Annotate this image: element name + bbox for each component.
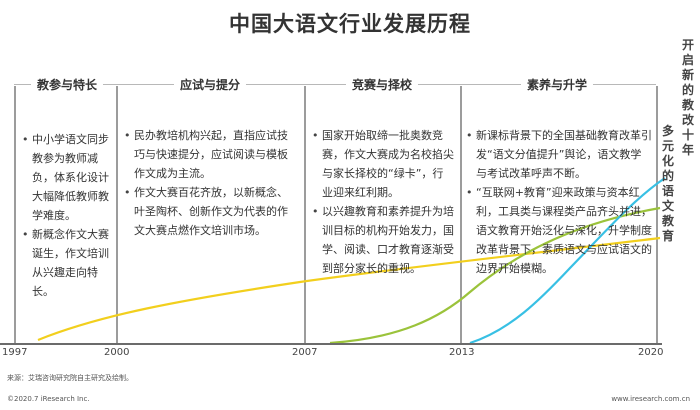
period-1-item-2: 新概念作文大赛诞生，作文培训从兴趣走向特长。 <box>22 225 110 301</box>
side-label-diversified: 多元化的语文教育 <box>661 124 674 243</box>
year-label-2013: 2013 <box>449 347 475 358</box>
period-2-text: 民办教培机构兴起，直指应试技巧与快速提分，应试阅读与模板作文成为主流。 作文大赛… <box>124 126 298 240</box>
period-title-4: 素养与升学 <box>520 76 594 94</box>
period-1-text: 中小学语文同步教参为教师减负，体系化设计大幅降低教师教学难度。 新概念作文大赛诞… <box>22 130 110 301</box>
period-column-1 <box>14 86 118 343</box>
period-3-item-2: 以兴趣教育和素养提升为培训目标的机构开始发力，国学、阅读、口才教育逐渐受到部分家… <box>312 202 454 278</box>
timeline-axis <box>0 343 662 345</box>
timeline-header-line <box>14 84 656 85</box>
period-1-item-1: 中小学语文同步教参为教师减负，体系化设计大幅降低教师教学难度。 <box>22 130 110 225</box>
year-label-1997: 1997 <box>2 347 28 358</box>
period-4-item-2: “互联网+教育”迎来政策与资本红利，工具类与课程类产品齐头并进，语文教育开始泛化… <box>466 183 652 278</box>
period-column-3 <box>304 86 462 343</box>
year-label-2000: 2000 <box>104 347 130 358</box>
year-label-2007: 2007 <box>292 347 318 358</box>
year-label-2020: 2020 <box>638 347 664 358</box>
period-3-item-1: 国家开始取缔一批奥数竞赛，作文大赛成为名校掐尖与家长择校的“绿卡”，行业迎来红利… <box>312 126 454 202</box>
period-4-item-1: 新课标背景下的全国基础教育改革引发“语文分值提升”舆论，语文教学与考试改革呼声不… <box>466 126 652 183</box>
period-title-2: 应试与提分 <box>173 76 247 94</box>
side-label-new-decade: 开启新的教改十年 <box>681 38 694 157</box>
page-title: 中国大语文行业发展历程 <box>229 12 471 36</box>
website-url: www.iresearch.com.cn <box>611 395 690 403</box>
period-2-item-1: 民办教培机构兴起，直指应试技巧与快速提分，应试阅读与模板作文成为主流。 <box>124 126 298 183</box>
period-2-item-2: 作文大赛百花齐放，以新概念、叶圣陶杯、创新作文为代表的作文大赛点燃作文培训市场。 <box>124 183 298 240</box>
period-4-text: 新课标背景下的全国基础教育改革引发“语文分值提升”舆论，语文教学与考试改革呼声不… <box>466 126 652 278</box>
period-column-2 <box>116 86 306 343</box>
period-title-3: 竞赛与择校 <box>345 76 419 94</box>
copyright: ©2020.7 iResearch Inc. <box>7 395 90 403</box>
period-3-text: 国家开始取缔一批奥数竞赛，作文大赛成为名校掐尖与家长择校的“绿卡”，行业迎来红利… <box>312 126 454 278</box>
period-title-1: 教参与特长 <box>30 76 104 94</box>
source-note: 来源：艾瑞咨询研究院自主研究及绘制。 <box>7 374 133 382</box>
